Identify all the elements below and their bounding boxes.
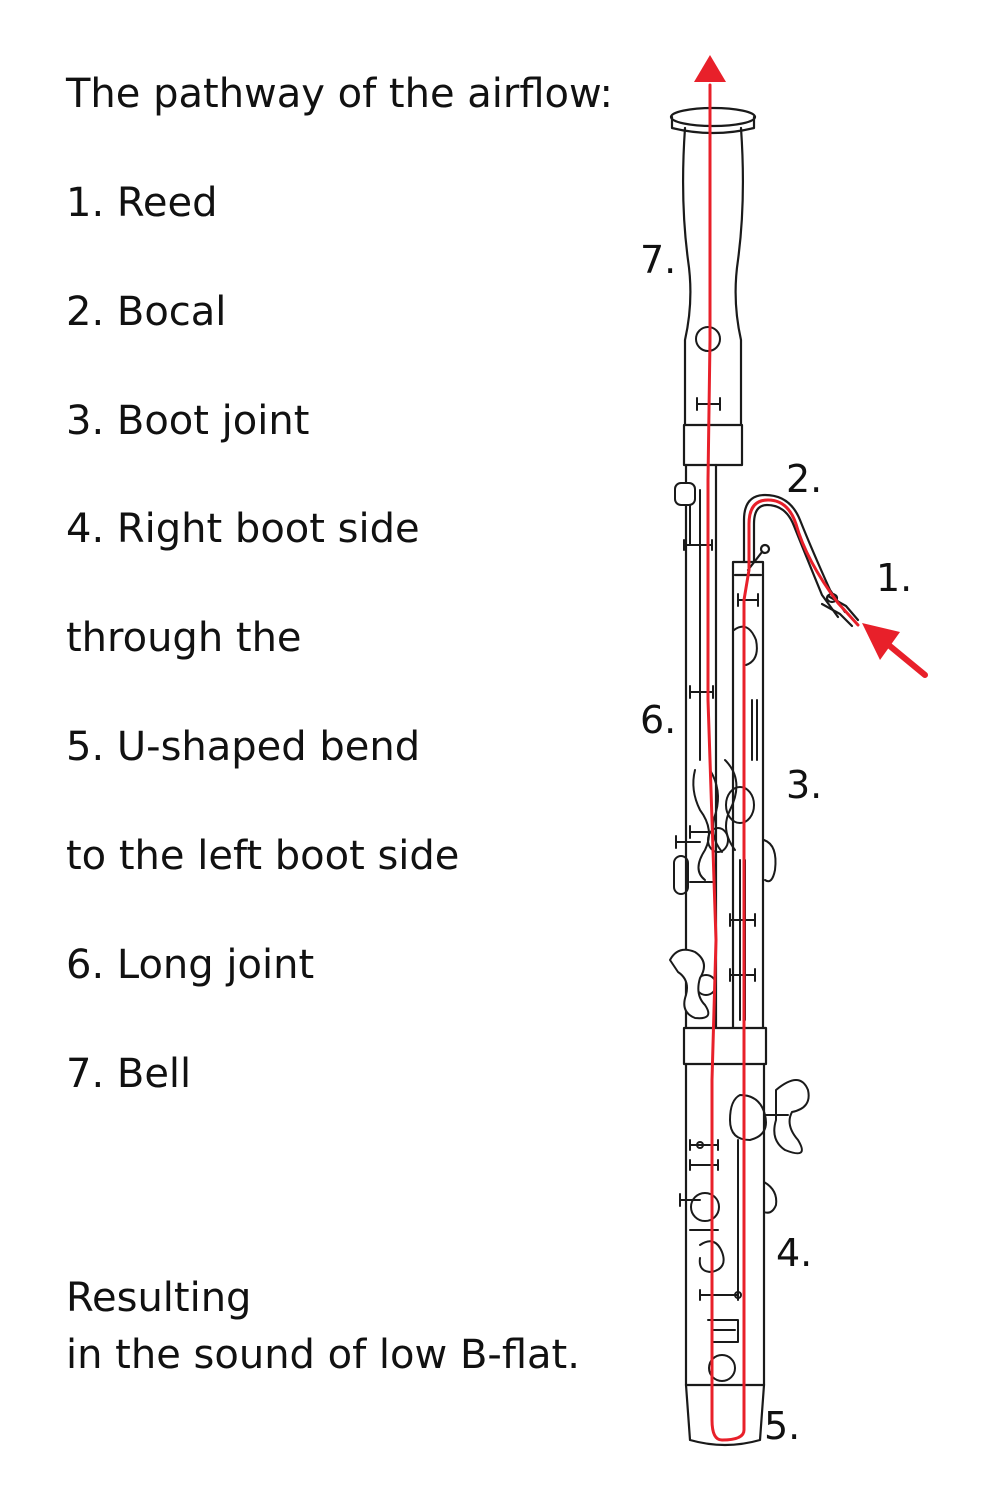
- label-long-joint: 6.: [640, 698, 677, 742]
- arrow-in-line: [882, 639, 928, 678]
- result-line-1: Resulting: [66, 1275, 252, 1321]
- step-boot-joint: 3. Boot joint: [66, 398, 310, 444]
- step-through-the: through the: [66, 615, 302, 661]
- step-left-boot-side: to the left boot side: [66, 833, 460, 879]
- diagram-heading: The pathway of the airflow:: [66, 71, 614, 117]
- arrow-in-icon: [862, 623, 900, 660]
- label-reed: 1.: [876, 556, 913, 600]
- step-long-joint: 6. Long joint: [66, 942, 315, 988]
- label-bocal: 2.: [786, 457, 823, 501]
- step-bell: 7. Bell: [66, 1051, 192, 1097]
- airflow-path: [694, 55, 928, 1442]
- step-right-boot-side: 4. Right boot side: [66, 506, 420, 552]
- step-reed: 1. Reed: [66, 180, 218, 226]
- arrow-up-icon: [694, 55, 726, 82]
- label-u-bend: 5.: [764, 1404, 801, 1448]
- airflow-line: [706, 83, 860, 1442]
- label-boot-joint: 3.: [786, 763, 823, 807]
- label-bell: 7.: [640, 238, 677, 282]
- step-bocal: 2. Bocal: [66, 289, 227, 335]
- label-right-boot-side: 4.: [776, 1231, 813, 1275]
- result-line-2: in the sound of low B-flat.: [66, 1332, 580, 1378]
- step-u-shaped-bend: 5. U-shaped bend: [66, 724, 421, 770]
- bassoon-outline: [669, 106, 860, 1447]
